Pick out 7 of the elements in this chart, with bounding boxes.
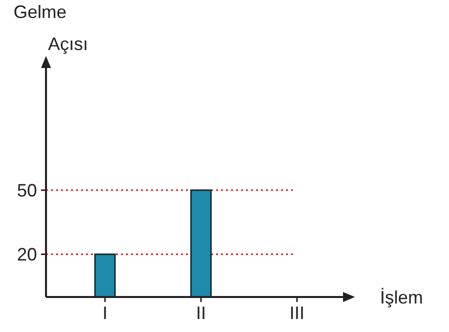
y-tick-label: 20 — [16, 244, 37, 265]
x-tick-label: II — [196, 303, 206, 323]
x-tick-label: III — [289, 303, 305, 323]
x-tick-label: I — [102, 303, 108, 323]
y-axis-title: Gelme Açısı — [13, 2, 88, 54]
x-axis-title: İşlem — [380, 287, 424, 308]
y-tick-label: 50 — [16, 180, 37, 200]
